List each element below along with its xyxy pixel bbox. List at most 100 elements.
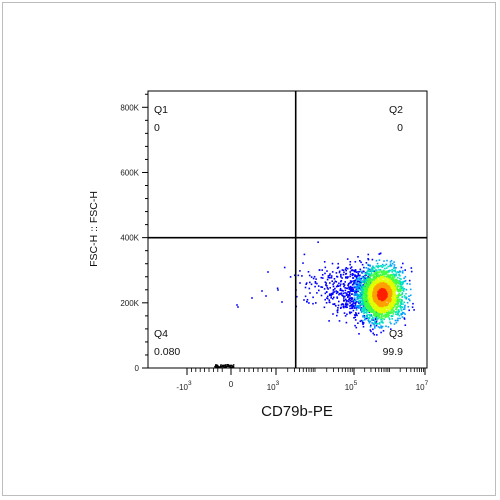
event-dot bbox=[371, 307, 373, 309]
event-dot bbox=[391, 318, 393, 320]
event-dot bbox=[355, 278, 358, 281]
event-dot bbox=[369, 320, 372, 323]
event-dot bbox=[380, 290, 382, 292]
event-dot bbox=[343, 284, 346, 286]
event-dot bbox=[232, 366, 235, 368]
event-dot bbox=[340, 280, 343, 282]
event-dot bbox=[314, 282, 317, 284]
event-dot bbox=[367, 275, 369, 278]
event-dot bbox=[338, 282, 340, 285]
event-dot bbox=[326, 278, 329, 281]
event-dot bbox=[365, 282, 368, 285]
event-dot bbox=[397, 300, 399, 303]
event-dot bbox=[359, 279, 362, 282]
event-dot bbox=[398, 309, 400, 311]
event-dot bbox=[237, 306, 239, 308]
event-dot bbox=[377, 322, 379, 325]
event-dot bbox=[397, 296, 399, 298]
event-dot bbox=[401, 313, 404, 315]
event-dot bbox=[364, 284, 366, 287]
event-dot bbox=[328, 299, 331, 301]
event-dot bbox=[390, 304, 392, 306]
event-dot bbox=[354, 307, 356, 309]
event-dot bbox=[329, 282, 331, 284]
event-dot bbox=[339, 285, 341, 287]
event-dot bbox=[362, 288, 365, 291]
y-tick-label: 400K bbox=[120, 234, 139, 243]
event-dot bbox=[345, 321, 348, 324]
event-dot bbox=[371, 270, 374, 272]
event-dot bbox=[332, 285, 335, 288]
event-dot bbox=[374, 303, 377, 306]
event-dot bbox=[365, 267, 368, 269]
event-dot bbox=[382, 270, 385, 273]
event-dot bbox=[346, 267, 349, 270]
event-dot bbox=[306, 298, 309, 301]
event-dot bbox=[356, 275, 358, 277]
event-dot bbox=[368, 269, 371, 272]
event-dot bbox=[382, 265, 385, 267]
event-dot bbox=[356, 305, 358, 307]
event-dot bbox=[379, 268, 382, 271]
event-dot bbox=[355, 312, 357, 314]
event-dot bbox=[362, 289, 365, 292]
event-dot bbox=[409, 283, 411, 285]
event-dot bbox=[339, 307, 342, 309]
event-dot bbox=[338, 292, 341, 295]
event-dot bbox=[305, 283, 307, 285]
event-dot bbox=[365, 311, 368, 313]
event-dot bbox=[396, 302, 398, 305]
event-dot bbox=[352, 273, 355, 276]
event-dot bbox=[363, 316, 366, 319]
event-dot bbox=[397, 282, 400, 285]
event-dot bbox=[325, 282, 327, 284]
event-dot bbox=[398, 274, 400, 277]
event-dot bbox=[375, 269, 377, 271]
event-dot bbox=[361, 290, 363, 292]
event-dot bbox=[217, 365, 219, 367]
event-dot bbox=[384, 307, 387, 309]
event-dot bbox=[382, 295, 385, 297]
event-dot bbox=[265, 295, 267, 297]
quadrant-q1-name: Q1 bbox=[154, 104, 168, 116]
event-dot bbox=[316, 282, 318, 285]
event-dot bbox=[229, 365, 231, 367]
event-dot bbox=[382, 273, 384, 275]
event-dot bbox=[376, 334, 378, 336]
event-dot bbox=[343, 271, 345, 274]
event-dot bbox=[383, 314, 385, 317]
event-dot bbox=[395, 279, 397, 282]
event-dot bbox=[351, 297, 354, 299]
event-dot bbox=[363, 296, 366, 298]
y-axis: 0 200K 400K 600K 800K bbox=[120, 93, 148, 373]
event-dot bbox=[393, 261, 395, 263]
event-dot bbox=[325, 302, 328, 304]
event-dot bbox=[357, 256, 359, 258]
event-dot bbox=[326, 295, 329, 298]
event-dot bbox=[349, 312, 351, 315]
event-dot bbox=[361, 309, 363, 311]
event-dot bbox=[367, 267, 369, 270]
event-dot bbox=[389, 263, 392, 265]
event-dot bbox=[361, 263, 364, 266]
event-dot bbox=[365, 307, 368, 309]
event-dot bbox=[359, 284, 362, 287]
event-dot bbox=[379, 273, 382, 276]
event-dot bbox=[380, 327, 383, 329]
event-dot bbox=[353, 317, 355, 319]
event-dot bbox=[336, 297, 339, 299]
event-dot bbox=[362, 314, 364, 317]
x-tick-label: -103 bbox=[176, 380, 192, 392]
event-dot bbox=[386, 277, 388, 279]
event-dot bbox=[369, 325, 372, 328]
event-dot bbox=[364, 308, 366, 310]
event-dot bbox=[328, 293, 331, 295]
event-dot bbox=[349, 302, 351, 304]
event-dot bbox=[363, 311, 365, 313]
event-dot bbox=[350, 304, 353, 307]
event-dot bbox=[336, 314, 338, 317]
event-dot bbox=[359, 268, 362, 271]
event-dot bbox=[358, 280, 361, 283]
event-dot bbox=[390, 322, 392, 325]
event-dot bbox=[385, 310, 387, 312]
